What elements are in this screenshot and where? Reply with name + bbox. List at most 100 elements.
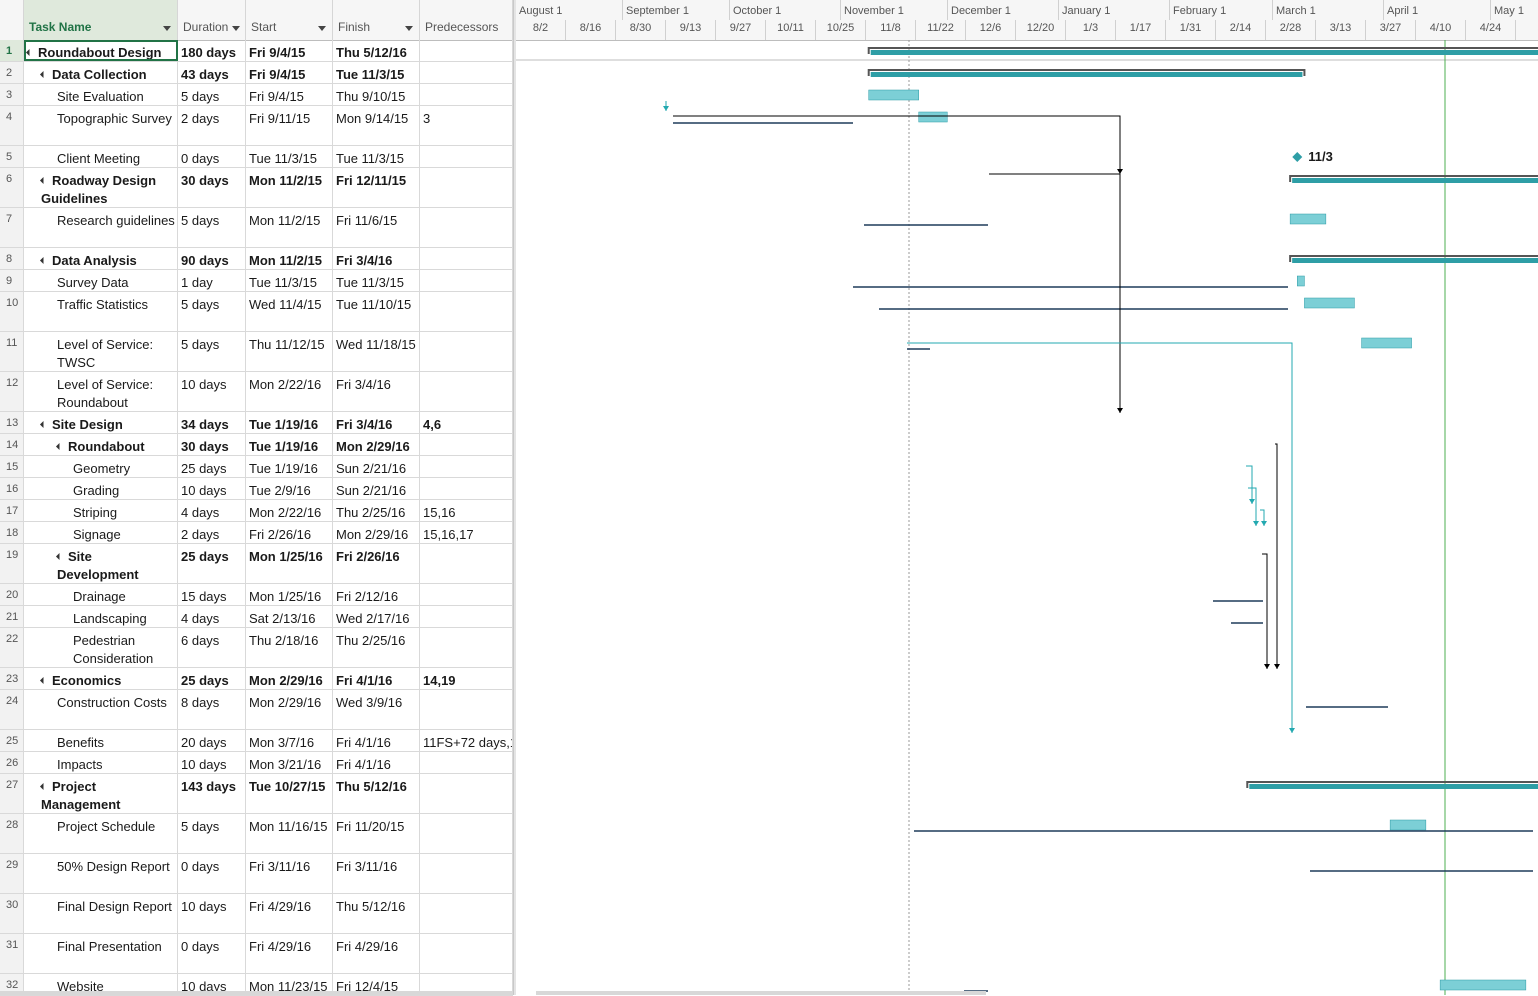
start-cell[interactable]: Fri 4/29/16 bbox=[246, 934, 333, 973]
task-row[interactable]: 14 Roundabout 30 days Tue 1/19/16 Mon 2/29/1… bbox=[0, 434, 513, 456]
duration-cell[interactable]: 90 days bbox=[178, 248, 246, 269]
task-row[interactable]: 12 Level of Service: Roundabout 10 days Mon… bbox=[0, 372, 513, 412]
task-name-cell[interactable]: 50% Design Report bbox=[24, 854, 178, 893]
predecessors-cell[interactable] bbox=[420, 814, 513, 853]
start-cell[interactable]: Mon 2/22/16 bbox=[246, 372, 333, 411]
task-name-cell[interactable]: Project Management bbox=[24, 774, 178, 813]
duration-cell[interactable]: 2 days bbox=[178, 106, 246, 145]
row-id[interactable]: 21 bbox=[0, 606, 24, 627]
predecessors-cell[interactable] bbox=[420, 372, 513, 411]
row-id[interactable]: 29 bbox=[0, 854, 24, 893]
duration-cell[interactable]: 10 days bbox=[178, 752, 246, 773]
duration-cell[interactable]: 10 days bbox=[178, 478, 246, 499]
task-row[interactable]: 7 Research guidelines 5 days Mon 11/2/15 Fri… bbox=[0, 208, 513, 248]
finish-cell[interactable]: Sun 2/21/16 bbox=[333, 456, 420, 477]
task-row[interactable]: 24 Construction Costs 8 days Mon 2/29/16 Wed… bbox=[0, 690, 513, 730]
row-id[interactable]: 20 bbox=[0, 584, 24, 605]
predecessors-cell[interactable] bbox=[420, 854, 513, 893]
row-id[interactable]: 26 bbox=[0, 752, 24, 773]
row-id[interactable]: 1 bbox=[0, 40, 24, 61]
duration-column-header[interactable]: Duration bbox=[178, 0, 246, 40]
task-name-cell[interactable]: Roundabout bbox=[24, 434, 178, 455]
row-id[interactable]: 32 bbox=[0, 974, 24, 995]
start-cell[interactable]: Mon 2/22/16 bbox=[246, 500, 333, 521]
finish-cell[interactable]: Sun 2/21/16 bbox=[333, 478, 420, 499]
task-row[interactable]: 4 Topographic Survey 2 days Fri 9/11/15 Mon … bbox=[0, 106, 513, 146]
duration-cell[interactable]: 5 days bbox=[178, 292, 246, 331]
collapse-triangle-icon[interactable] bbox=[39, 257, 48, 265]
task-row[interactable]: 20 Drainage 15 days Mon 1/25/16 Fri 2/12/16 bbox=[0, 584, 513, 606]
predecessors-cell[interactable]: 4,6 bbox=[420, 412, 513, 433]
finish-cell[interactable]: Fri 4/1/16 bbox=[333, 668, 420, 689]
task-name-cell[interactable]: Signage bbox=[24, 522, 178, 543]
predecessors-cell[interactable] bbox=[420, 974, 513, 995]
task-name-cell[interactable]: Site Design bbox=[24, 412, 178, 433]
duration-cell[interactable]: 6 days bbox=[178, 628, 246, 667]
start-cell[interactable]: Fri 9/11/15 bbox=[246, 106, 333, 145]
duration-cell[interactable]: 34 days bbox=[178, 412, 246, 433]
chevron-down-icon[interactable] bbox=[163, 26, 171, 31]
row-id[interactable]: 23 bbox=[0, 668, 24, 689]
start-cell[interactable]: Fri 2/26/16 bbox=[246, 522, 333, 543]
task-name-cell[interactable]: Research guidelines bbox=[24, 208, 178, 247]
task-name-cell[interactable]: Drainage bbox=[24, 584, 178, 605]
task-row[interactable]: 6 Roadway Design Guidelines 30 days Mon 11/… bbox=[0, 168, 513, 208]
row-id[interactable]: 18 bbox=[0, 522, 24, 543]
predecessors-cell[interactable] bbox=[420, 434, 513, 455]
predecessors-cell[interactable] bbox=[420, 332, 513, 371]
row-id-header[interactable] bbox=[0, 0, 24, 40]
finish-cell[interactable]: Fri 4/1/16 bbox=[333, 730, 420, 751]
task-name-cell[interactable]: Level of Service: Roundabout bbox=[24, 372, 178, 411]
finish-cell[interactable]: Wed 11/18/15 bbox=[333, 332, 420, 371]
start-cell[interactable]: Mon 11/23/15 bbox=[246, 974, 333, 995]
task-row[interactable]: 25 Benefits 20 days Mon 3/7/16 Fri 4/1/16 11F… bbox=[0, 730, 513, 752]
row-id[interactable]: 24 bbox=[0, 690, 24, 729]
duration-cell[interactable]: 10 days bbox=[178, 894, 246, 933]
duration-cell[interactable]: 5 days bbox=[178, 332, 246, 371]
start-cell[interactable]: Mon 11/2/15 bbox=[246, 168, 333, 207]
duration-cell[interactable]: 0 days bbox=[178, 854, 246, 893]
start-column-header[interactable]: Start bbox=[246, 0, 333, 40]
finish-cell[interactable]: Fri 3/4/16 bbox=[333, 412, 420, 433]
start-cell[interactable]: Mon 11/2/15 bbox=[246, 208, 333, 247]
start-cell[interactable]: Mon 3/7/16 bbox=[246, 730, 333, 751]
task-row[interactable]: 22 Pedestrian Consideration 6 days Thu 2/18… bbox=[0, 628, 513, 668]
predecessors-cell[interactable] bbox=[420, 752, 513, 773]
task-name-cell[interactable]: Survey Data bbox=[24, 270, 178, 291]
task-name-cell[interactable]: Traffic Statistics bbox=[24, 292, 178, 331]
predecessors-cell[interactable] bbox=[420, 606, 513, 627]
duration-cell[interactable]: 180 days bbox=[178, 40, 246, 61]
predecessors-cell[interactable]: 11FS+72 days,1 bbox=[420, 730, 513, 751]
task-row[interactable]: 23 Economics 25 days Mon 2/29/16 Fri 4/1/16 1… bbox=[0, 668, 513, 690]
row-id[interactable]: 22 bbox=[0, 628, 24, 667]
task-row[interactable]: 1 Roundabout Design 180 days Fri 9/4/15 Thu … bbox=[0, 40, 513, 62]
task-row[interactable]: 30 Final Design Report 10 days Fri 4/29/16 T… bbox=[0, 894, 513, 934]
task-row[interactable]: 18 Signage 2 days Fri 2/26/16 Mon 2/29/16 15,… bbox=[0, 522, 513, 544]
predecessors-cell[interactable]: 14,19 bbox=[420, 668, 513, 689]
row-id[interactable]: 15 bbox=[0, 456, 24, 477]
duration-cell[interactable]: 5 days bbox=[178, 814, 246, 853]
finish-cell[interactable]: Thu 5/12/16 bbox=[333, 40, 420, 61]
row-id[interactable]: 5 bbox=[0, 146, 24, 167]
row-id[interactable]: 17 bbox=[0, 500, 24, 521]
predecessors-cell[interactable] bbox=[420, 628, 513, 667]
task-name-cell[interactable]: Final Design Report bbox=[24, 894, 178, 933]
collapse-triangle-icon[interactable] bbox=[39, 71, 48, 79]
task-name-cell[interactable]: Level of Service: TWSC bbox=[24, 332, 178, 371]
row-id[interactable]: 6 bbox=[0, 168, 24, 207]
predecessors-cell[interactable] bbox=[420, 774, 513, 813]
duration-cell[interactable]: 25 days bbox=[178, 544, 246, 583]
row-id[interactable]: 28 bbox=[0, 814, 24, 853]
row-id[interactable]: 2 bbox=[0, 62, 24, 83]
finish-cell[interactable]: Thu 2/25/16 bbox=[333, 628, 420, 667]
predecessors-cell[interactable] bbox=[420, 456, 513, 477]
finish-cell[interactable]: Wed 3/9/16 bbox=[333, 690, 420, 729]
task-name-cell[interactable]: Benefits bbox=[24, 730, 178, 751]
predecessors-cell[interactable] bbox=[420, 544, 513, 583]
duration-cell[interactable]: 8 days bbox=[178, 690, 246, 729]
duration-cell[interactable]: 1 day bbox=[178, 270, 246, 291]
task-row[interactable]: 29 50% Design Report 0 days Fri 3/11/16 Fri … bbox=[0, 854, 513, 894]
duration-cell[interactable]: 10 days bbox=[178, 974, 246, 995]
start-cell[interactable]: Mon 3/21/16 bbox=[246, 752, 333, 773]
task-row[interactable]: 2 Data Collection 43 days Fri 9/4/15 Tue 11/… bbox=[0, 62, 513, 84]
